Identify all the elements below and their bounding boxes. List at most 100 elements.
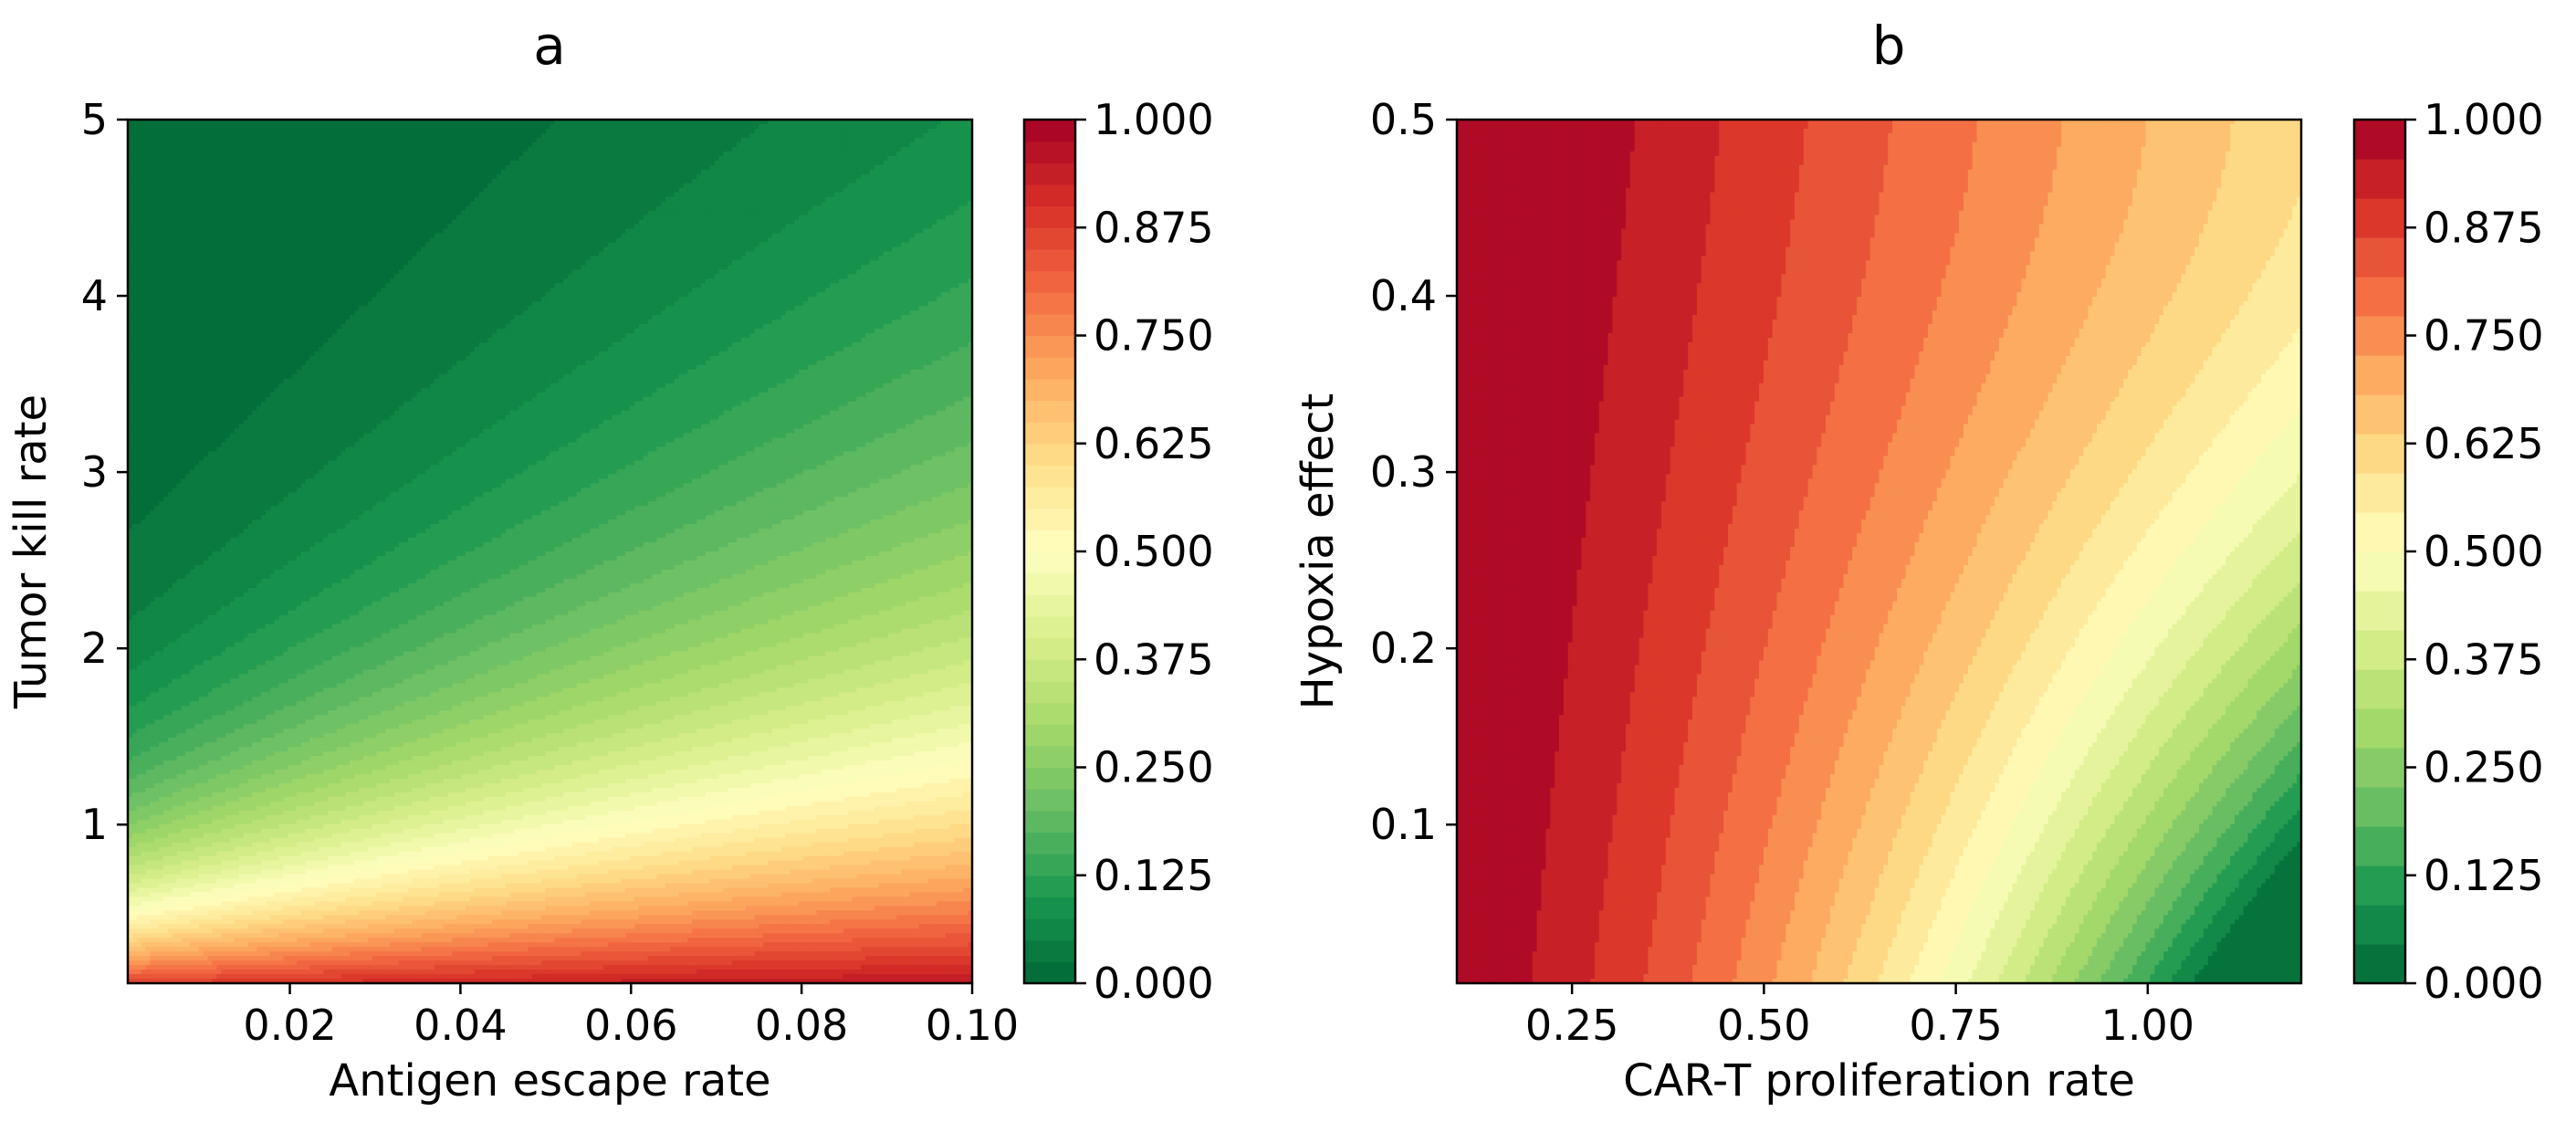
- heat-cell: [861, 124, 865, 130]
- heat-cell: [661, 124, 665, 130]
- heat-cell: [874, 138, 879, 143]
- heat-cell: [314, 161, 319, 166]
- heat-cell: [466, 161, 470, 166]
- heat-cell: [874, 170, 879, 175]
- heat-cell: [888, 161, 893, 166]
- heat-cell: [518, 156, 523, 162]
- heat-cell: [821, 142, 825, 148]
- heat-cell: [853, 138, 857, 143]
- heat-cell: [350, 170, 354, 175]
- heat-cell: [577, 142, 581, 148]
- heat-cell: [781, 156, 786, 162]
- heat-cell: [665, 174, 670, 180]
- heat-cell: [452, 124, 456, 130]
- heat-cell: [159, 138, 163, 143]
- heat-cell: [839, 133, 843, 139]
- heat-cell: [190, 174, 194, 180]
- heat-cell: [377, 170, 382, 175]
- heat-cell: [581, 170, 586, 175]
- heat-cell: [585, 147, 590, 152]
- heat-cell: [132, 124, 137, 130]
- heat-cell: [946, 156, 950, 162]
- heat-cell: [901, 161, 906, 166]
- heat-cell: [332, 165, 337, 171]
- heat-cell: [750, 124, 755, 130]
- heat-cell: [777, 170, 781, 175]
- heat-cell: [403, 174, 408, 180]
- heat-cell: [675, 156, 679, 162]
- heat-cell: [572, 156, 577, 162]
- heat-cell: [568, 170, 572, 175]
- heat-cell: [696, 124, 701, 130]
- heat-cell: [515, 124, 519, 130]
- heat-cell: [754, 138, 759, 143]
- heat-cell: [475, 174, 479, 180]
- heat-cell: [719, 133, 724, 139]
- heat-cell: [141, 147, 146, 152]
- heat-cell: [235, 147, 239, 152]
- heat-cell: [185, 174, 190, 180]
- heat-cell: [710, 152, 715, 157]
- heat-cell: [328, 133, 332, 139]
- heat-cell: [359, 152, 363, 157]
- heat-cell: [487, 129, 492, 134]
- heat-cell: [377, 165, 382, 171]
- heat-cell: [781, 129, 786, 134]
- heat-cell: [306, 138, 310, 143]
- heat-cell: [288, 156, 292, 162]
- heat-cell: [692, 161, 696, 166]
- heat-cell: [213, 124, 217, 130]
- heat-cell: [244, 129, 248, 134]
- heat-cell: [372, 165, 377, 171]
- heat-cell: [812, 133, 817, 139]
- heat-cell: [323, 174, 328, 180]
- heat-cell: [590, 165, 594, 171]
- heat-cell: [803, 156, 808, 162]
- heat-cell: [252, 152, 257, 157]
- heat-cell: [363, 129, 368, 134]
- heat-cell: [319, 133, 323, 139]
- heat-cell: [550, 165, 555, 171]
- heat-cell: [915, 165, 919, 171]
- heat-cell: [768, 129, 772, 134]
- heat-cell: [328, 174, 332, 180]
- heat-cell: [323, 152, 328, 157]
- heat-cell: [675, 124, 679, 130]
- heat-cell: [461, 124, 466, 130]
- heat-cell: [865, 170, 870, 175]
- heat-cell: [537, 133, 541, 139]
- heat-cell: [319, 147, 323, 152]
- heat-cell: [261, 161, 266, 166]
- heat-cell: [247, 124, 252, 130]
- heat-cell: [950, 170, 955, 175]
- heat-cell: [746, 129, 750, 134]
- heat-cell: [808, 138, 812, 143]
- heat-cell: [750, 133, 755, 139]
- heat-cell: [346, 161, 351, 166]
- heat-cell: [710, 133, 715, 139]
- heat-cell: [781, 165, 786, 171]
- heat-cell: [181, 156, 185, 162]
- heat-cell: [630, 138, 634, 143]
- heat-cell: [190, 129, 194, 134]
- heat-cell: [821, 161, 825, 166]
- heat-cell: [518, 138, 523, 143]
- heat-cell: [630, 142, 634, 148]
- heat-cell: [515, 142, 519, 148]
- heat-cell: [941, 147, 946, 152]
- heat-cell: [644, 133, 648, 139]
- heat-cell: [728, 161, 732, 166]
- heat-cell: [937, 142, 941, 148]
- heat-cell: [794, 152, 799, 157]
- heat-cell: [257, 142, 261, 148]
- heat-cell: [808, 142, 812, 148]
- heat-cell: [532, 133, 537, 139]
- heat-cell: [208, 156, 213, 162]
- heat-cell: [608, 129, 613, 134]
- heat-cell: [350, 156, 354, 162]
- heat-cell: [923, 133, 927, 139]
- heat-cell: [399, 156, 403, 162]
- heat-cell: [444, 142, 448, 148]
- heat-cell: [719, 156, 724, 162]
- heat-cell: [843, 124, 848, 130]
